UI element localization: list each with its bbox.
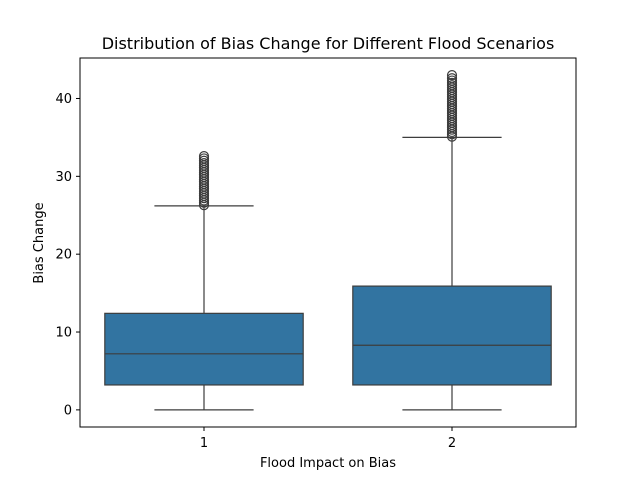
outlier-point: [198, 150, 210, 162]
chart-title: Distribution of Bias Change for Differen…: [102, 34, 555, 53]
plot-area: 0 10 20 30 40 1 2: [55, 57, 577, 451]
x-tick-label: 2: [448, 436, 456, 451]
y-tick-label: 0: [64, 403, 72, 418]
outlier-point: [446, 70, 458, 81]
y-tick-label: 40: [55, 92, 72, 107]
plot-frame: [79, 57, 577, 428]
x-axis-label: Flood Impact on Bias: [260, 456, 396, 471]
x-tick-label: 1: [200, 436, 208, 451]
y-tick-label: 20: [55, 248, 72, 263]
outlier-point: [446, 73, 458, 84]
box-1: [104, 312, 304, 386]
y-tick-label: 10: [55, 326, 72, 341]
box-2: [352, 285, 552, 386]
y-tick-label: 30: [55, 170, 72, 185]
y-axis-label: Bias Change: [32, 202, 47, 283]
